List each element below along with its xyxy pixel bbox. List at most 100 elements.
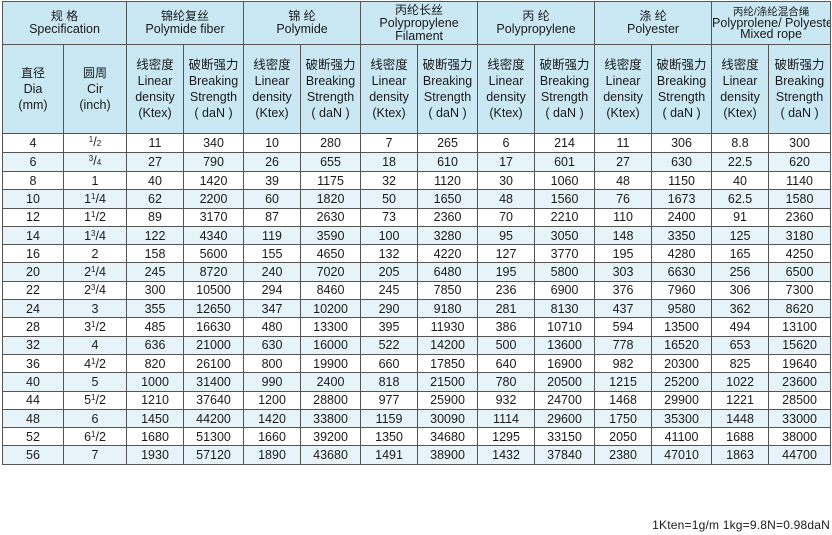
linear-density-cell: 820 [126, 353, 184, 374]
dia-header-en: Dia [23, 82, 43, 96]
breaking-strength-cell: 5800 [534, 262, 596, 282]
breaking-header-l1: Breaking [656, 74, 707, 88]
linear-density-cell: 2380 [594, 445, 653, 465]
spec-header: 规 格 Specification [2, 1, 127, 45]
cir-slash: / [95, 191, 99, 206]
cir-cell: 23/4 [63, 280, 127, 301]
linear-density-cell: 73 [360, 207, 419, 227]
cir-whole: 1 [84, 228, 92, 243]
breaking-strength-cell: 5600 [182, 244, 245, 264]
spec-table-container: 规 格 Specification 锦纶复丝 Polymide fiber 锦 … [2, 1, 832, 465]
breaking-strength-cell: 300 [768, 133, 832, 153]
cir-slash: / [95, 228, 99, 243]
breaking-strength-cell: 37640 [182, 390, 245, 410]
breaking-header-l2: Strength [189, 90, 238, 104]
linear-density-cell: 22.5 [711, 152, 770, 172]
group-header-en-line2: Filament [395, 28, 443, 43]
breaking-strength-cell: 214 [534, 133, 596, 153]
linear-header-l2: density [135, 90, 175, 104]
breaking-strength-cell: 8130 [534, 299, 596, 319]
linear-density-cell: 48 [477, 189, 536, 209]
dia-cell: 22 [2, 280, 64, 301]
linear-density-cell: 89 [126, 207, 184, 227]
cir-cell: 41/2 [63, 353, 127, 374]
breaking-strength-cell: 13600 [534, 335, 596, 355]
linear-density-cell: 1491 [360, 445, 419, 465]
breaking-strength-cell: 8460 [300, 280, 362, 301]
breaking-strength-cell: 16520 [651, 335, 713, 355]
breaking-strength-cell: 31400 [182, 372, 245, 392]
cir-cell: 61/2 [63, 427, 127, 447]
cir-slash: / [95, 356, 99, 371]
breaking-header: 破断强力 Breaking Strength ( daN ) [300, 44, 362, 134]
breaking-strength-cell: 1580 [768, 189, 832, 209]
linear-density-cell: 281 [477, 299, 536, 319]
cir-denominator: 2 [98, 320, 106, 335]
breaking-strength-cell: 38000 [768, 427, 832, 447]
breaking-strength-cell: 280 [300, 133, 362, 153]
breaking-strength-cell: 7960 [651, 280, 713, 301]
dia-cell: 44 [2, 390, 64, 410]
linear-density-cell: 1432 [477, 445, 536, 465]
breaking-strength-cell: 8720 [182, 262, 245, 282]
header-row-groups: 规 格 Specification 锦纶复丝 Polymide fiber 锦 … [2, 1, 832, 45]
breaking-strength-cell: 44200 [182, 408, 245, 429]
group-header-en: Polymide [276, 22, 328, 36]
dia-cell: 48 [2, 408, 64, 429]
linear-density-cell: 2050 [594, 427, 653, 447]
linear-header-l2: density [369, 90, 409, 104]
group-header-polypropylene: 丙 纶 Polypropylene [477, 1, 596, 45]
dia-cell: 28 [2, 317, 64, 337]
table-row: 22 23/4 300 10500 294 8460 245 7850 236 6900 376 79… [2, 280, 832, 301]
breaking-strength-cell: 13100 [768, 317, 832, 337]
linear-density-cell: 1114 [477, 408, 536, 429]
breaking-strength-cell: 8620 [768, 299, 832, 319]
linear-density-cell: 386 [477, 317, 536, 337]
cir-slash: / [95, 210, 99, 225]
linear-density-cell: 87 [243, 207, 302, 227]
breaking-strength-cell: 3590 [300, 225, 362, 246]
group-header-cn: 锦 纶 [288, 9, 316, 23]
linear-density-cell: 437 [594, 299, 653, 319]
linear-density-cell: 522 [360, 335, 419, 355]
linear-density-cell: 17 [477, 152, 536, 172]
linear-density-cell: 306 [711, 280, 770, 301]
linear-header-cn: 线密度 [253, 58, 291, 72]
cir-numerator: 3 [91, 228, 96, 238]
linear-density-cell: 653 [711, 335, 770, 355]
linear-density-cell: 932 [477, 390, 536, 410]
linear-header-cn: 线密度 [487, 58, 525, 72]
group-header-cn: 丙纶长丝 [395, 2, 444, 17]
linear-density-cell: 818 [360, 372, 419, 392]
breaking-header-unit: ( daN ) [311, 106, 350, 120]
cir-cell: 2 [63, 244, 127, 264]
cir-whole: 4 [91, 338, 99, 353]
cir-cell: 1/2 [63, 133, 127, 153]
linear-header-l1: Linear [605, 74, 641, 88]
cir-whole: 7 [91, 448, 99, 463]
breaking-header-l2: Strength [657, 90, 706, 104]
breaking-header: 破断强力 Breaking Strength ( daN ) [534, 44, 596, 134]
linear-density-cell: 30 [477, 170, 536, 191]
rope-spec-table: 规 格 Specification 锦纶复丝 Polymide fiber 锦 … [2, 1, 832, 465]
breaking-strength-cell: 39200 [300, 427, 362, 447]
breaking-strength-cell: 37840 [534, 445, 596, 465]
breaking-header-cn: 破断强力 [422, 58, 473, 72]
linear-header-l2: density [252, 90, 292, 104]
linear-density-cell: 494 [711, 317, 770, 337]
cir-cell: 51/2 [63, 390, 127, 410]
breaking-strength-cell: 3050 [534, 225, 596, 246]
breaking-strength-cell: 13300 [300, 317, 362, 337]
cir-cell: 5 [63, 372, 127, 392]
breaking-strength-cell: 33800 [300, 408, 362, 429]
linear-header-cn: 线密度 [136, 58, 174, 72]
breaking-header-l2: Strength [775, 90, 824, 104]
linear-density-cell: 195 [594, 244, 653, 264]
breaking-strength-cell: 19900 [300, 353, 362, 374]
linear-header-unit: (Ktex) [138, 106, 172, 120]
breaking-strength-cell: 2400 [300, 372, 362, 392]
cir-denominator: 4 [98, 191, 106, 206]
linear-density-cell: 125 [711, 225, 770, 246]
breaking-strength-cell: 265 [417, 133, 479, 153]
breaking-strength-cell: 43680 [300, 445, 362, 465]
